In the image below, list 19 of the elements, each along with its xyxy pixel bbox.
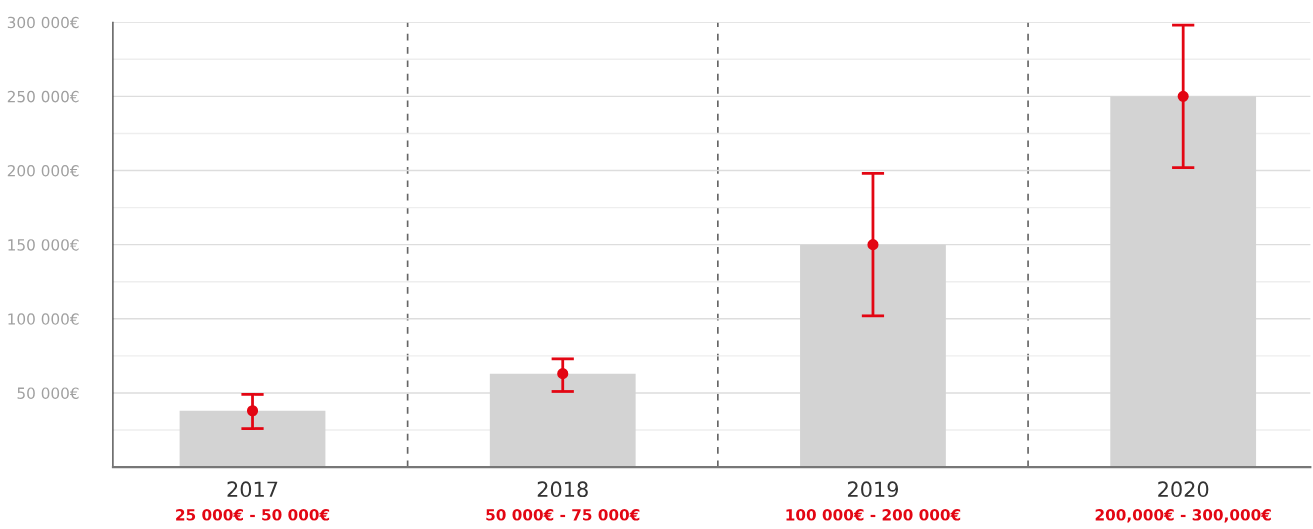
x-tick-label: 2018	[537, 481, 588, 498]
point	[867, 239, 879, 251]
x-tick-label: 2020	[1158, 481, 1209, 498]
y-tick-label: 200 000€	[7, 164, 79, 177]
y-tick-label: 100 000€	[8, 313, 79, 325]
x-tick-label: 2017	[227, 481, 278, 498]
bar	[179, 410, 326, 468]
point	[557, 368, 569, 380]
y-tick-label: 250 000€	[7, 90, 79, 103]
point	[1177, 90, 1189, 102]
y-tick-label: 150 000€	[8, 239, 79, 251]
text: 100 000€ - 200 000€	[786, 509, 961, 521]
text: 25 000€ - 50 000€	[176, 509, 330, 521]
text: 50 000€ - 75 000€	[486, 509, 640, 521]
y-tick-label: 50 000€	[17, 387, 79, 399]
x-tick-label: 2019	[847, 481, 899, 498]
point	[246, 405, 259, 417]
y-tick-label: 300 000€	[7, 16, 79, 29]
text: 200,000€ - 300,000€	[1095, 509, 1271, 523]
